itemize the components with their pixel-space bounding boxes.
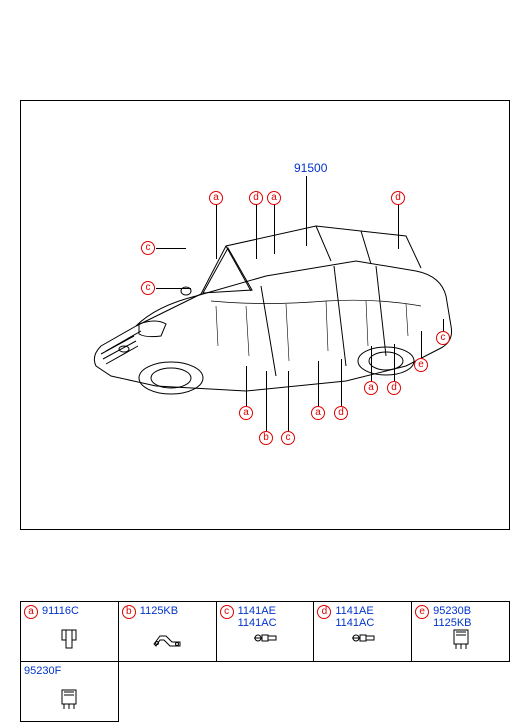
parts-cell: b 1125KB (118, 602, 216, 662)
callout-e: e (414, 358, 428, 372)
cell-part-numbers: 91116C (42, 605, 79, 617)
cell-part-numbers: 1125KB (140, 605, 178, 617)
main-diagram-frame: 91500 (20, 100, 510, 530)
main-part-number: 91500 (294, 161, 327, 175)
callout-d: d (391, 191, 405, 205)
cell-callout-b: b (122, 605, 136, 619)
cell-callout-e: e (415, 605, 429, 619)
callout-a: a (239, 406, 253, 420)
part-icon-relay (444, 626, 478, 655)
callout-c: c (141, 281, 155, 295)
callout-c: c (436, 331, 450, 345)
parts-cell: a 91116C (21, 602, 119, 662)
parts-cell: 95230F (21, 662, 119, 722)
parts-cell: e95230B1125KB (412, 602, 510, 662)
parts-cell: c1141AE1141AC (216, 602, 314, 662)
callout-d: d (334, 406, 348, 420)
cell-part-numbers: 95230F (24, 665, 61, 677)
callout-c: c (281, 431, 295, 445)
callout-a: a (267, 191, 281, 205)
part-icon-bracket (150, 626, 184, 655)
cell-callout-d: d (317, 605, 331, 619)
part-icon-bolt (346, 626, 380, 655)
parts-legend-table: a 91116C b 1125KB c1141AE1141ACd1141AE1141AC… (20, 601, 510, 722)
callout-a: a (311, 406, 325, 420)
part-icon-relay (52, 686, 86, 715)
parts-cell: d1141AE1141AC (314, 602, 412, 662)
callout-c: c (141, 241, 155, 255)
part-icon-clip (52, 626, 86, 655)
cell-callout-c: c (220, 605, 234, 619)
callout-d: d (387, 381, 401, 395)
callout-a: a (364, 381, 378, 395)
callout-a: a (209, 191, 223, 205)
callout-d: d (249, 191, 263, 205)
cell-callout-a: a (24, 605, 38, 619)
part-icon-bolt (248, 626, 282, 655)
callout-b: b (259, 431, 273, 445)
